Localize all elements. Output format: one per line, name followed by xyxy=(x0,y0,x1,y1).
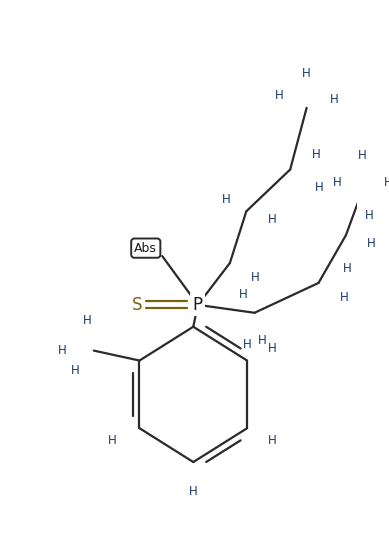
Text: H: H xyxy=(258,334,266,347)
Text: H: H xyxy=(343,261,352,275)
Text: H: H xyxy=(189,485,198,498)
Text: H: H xyxy=(275,89,284,102)
Text: Abs: Abs xyxy=(134,242,157,255)
Text: H: H xyxy=(108,434,116,447)
Text: H: H xyxy=(83,315,92,327)
Text: H: H xyxy=(329,94,338,106)
Text: H: H xyxy=(222,193,231,206)
Text: P: P xyxy=(193,296,203,314)
Text: H: H xyxy=(268,342,277,355)
Text: H: H xyxy=(340,292,349,304)
Text: H: H xyxy=(243,338,252,351)
Text: H: H xyxy=(302,67,311,79)
Text: H: H xyxy=(251,271,260,284)
Text: H: H xyxy=(333,176,341,189)
Text: H: H xyxy=(364,209,373,222)
Text: H: H xyxy=(239,288,248,301)
Text: H: H xyxy=(384,176,389,189)
Text: S: S xyxy=(131,296,142,314)
Text: H: H xyxy=(268,434,277,447)
Text: H: H xyxy=(58,344,67,357)
Text: H: H xyxy=(311,148,320,161)
Text: H: H xyxy=(367,237,376,249)
Text: H: H xyxy=(315,181,324,194)
Text: H: H xyxy=(71,364,80,377)
Text: H: H xyxy=(268,213,276,226)
Text: H: H xyxy=(358,149,367,162)
